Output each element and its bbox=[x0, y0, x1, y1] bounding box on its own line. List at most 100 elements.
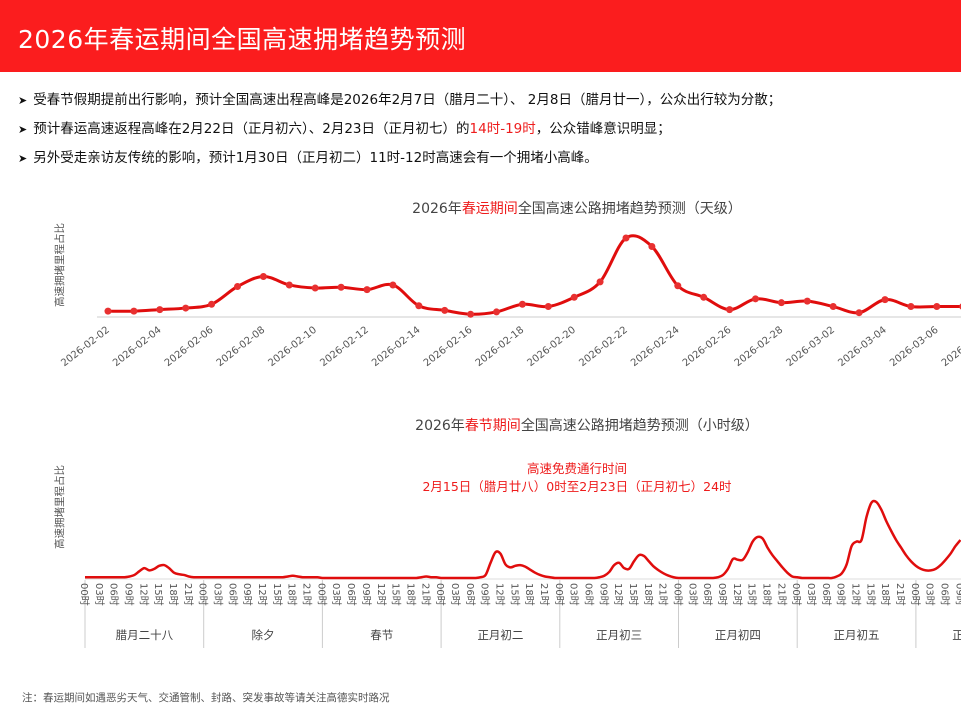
daily-series-line bbox=[107, 234, 961, 316]
daily-data-point bbox=[674, 282, 682, 290]
daily-data-point bbox=[700, 293, 708, 301]
hour-tick-label: 12时 bbox=[612, 583, 624, 606]
bullet-item: ➤ 另外受走亲访友传统的影响，预计1月30日（正月初二）11时-12时高速会有一个… bbox=[18, 144, 781, 173]
daily-data-point bbox=[622, 234, 630, 242]
daily-x-tick-label: 2026-02-10 bbox=[266, 325, 319, 369]
day-label: 除夕 bbox=[252, 628, 275, 642]
daily-x-tick-label: 2026-03-04 bbox=[836, 325, 889, 369]
daily-data-point bbox=[389, 281, 397, 289]
daily-data-point bbox=[415, 302, 423, 310]
hour-tick-label: 18时 bbox=[404, 583, 416, 606]
daily-data-point bbox=[493, 308, 500, 316]
daily-x-tick-label: 2026-02-08 bbox=[215, 325, 268, 369]
hour-tick-label: 21时 bbox=[301, 583, 313, 606]
arrow-right-icon: ➤ bbox=[18, 152, 28, 165]
daily-x-tick-label: 2026-02-14 bbox=[370, 325, 423, 369]
hour-tick-label: 03时 bbox=[330, 583, 342, 606]
daily-x-tick-label: 2026-02-16 bbox=[422, 325, 475, 369]
hour-tick-label: 03时 bbox=[449, 583, 461, 606]
bullet-text: 预计春运高速返程高峰在2月22日（正月初六）、2月23日（正月初七）的 bbox=[33, 121, 470, 137]
daily-data-point bbox=[259, 273, 267, 280]
hour-tick-label: 15时 bbox=[152, 583, 164, 606]
hour-tick-label: 03时 bbox=[805, 583, 817, 606]
daily-data-point bbox=[726, 306, 734, 314]
daily-data-point bbox=[467, 310, 475, 318]
daily-data-point bbox=[337, 283, 345, 291]
daily-data-point bbox=[104, 307, 112, 315]
daily-data-point bbox=[855, 309, 863, 317]
hour-tick-label: 00时 bbox=[672, 583, 684, 606]
hour-tick-label: 03时 bbox=[686, 583, 698, 606]
bullet-text: 受春节假期提前出行影响，预计全国高速出程高峰是2026年2月7日（腊月二十）、 … bbox=[33, 92, 782, 108]
hour-tick-label: 06时 bbox=[108, 583, 120, 606]
free-toll-annotation-period: 2月15日（腊月廿八）0时至2月23日（正月初七）24时 bbox=[422, 479, 732, 494]
hour-tick-label: 00时 bbox=[909, 583, 921, 606]
daily-x-tick-label: 2026-02-06 bbox=[163, 325, 216, 369]
daily-data-point bbox=[182, 304, 190, 312]
footer-note: 注：春运期间如遇恶劣天气、交通管制、封路、突发事故等请关注高德实时路况 bbox=[22, 692, 390, 704]
hour-tick-label: 00时 bbox=[315, 583, 327, 606]
hour-tick-label: 15时 bbox=[746, 583, 758, 606]
daily-data-point bbox=[829, 303, 837, 311]
daily-data-point bbox=[648, 242, 656, 250]
hour-tick-label: 18时 bbox=[286, 583, 298, 606]
hour-tick-label: 00时 bbox=[434, 583, 446, 606]
daily-data-point bbox=[208, 300, 216, 308]
daily-x-tick-label: 2026-02-18 bbox=[474, 325, 527, 369]
hour-tick-label: 09时 bbox=[479, 583, 491, 606]
hourly-y-axis-label: 高速拥堵里程占比 bbox=[53, 465, 66, 549]
hour-tick-label: 18时 bbox=[167, 583, 179, 606]
hour-tick-label: 09时 bbox=[597, 583, 609, 606]
daily-data-point bbox=[777, 299, 785, 307]
header-bar: 2026年春运期间全国高速拥堵趋势预测 bbox=[0, 0, 961, 72]
daily-data-point bbox=[156, 306, 164, 314]
daily-chart: 2026年春运期间全国高速公路拥堵趋势预测（天级） 高速拥堵里程占比 2026-… bbox=[53, 200, 961, 369]
hour-tick-label: 09时 bbox=[953, 583, 961, 606]
daily-y-axis-label: 高速拥堵里程占比 bbox=[53, 223, 66, 307]
hour-tick-label: 09时 bbox=[123, 583, 135, 606]
daily-x-tick-label: 2026-02-20 bbox=[525, 325, 578, 369]
daily-x-tick-label: 2026-02-22 bbox=[577, 325, 630, 369]
hour-tick-label: 21时 bbox=[538, 583, 550, 606]
day-label: 正月初五 bbox=[834, 628, 880, 642]
hour-tick-label: 09时 bbox=[716, 583, 728, 606]
hour-tick-label: 12时 bbox=[137, 583, 149, 606]
hour-tick-label: 03时 bbox=[93, 583, 105, 606]
daily-data-point bbox=[130, 307, 138, 315]
hour-tick-label: 15时 bbox=[864, 583, 876, 606]
hour-tick-label: 12时 bbox=[493, 583, 505, 606]
daily-data-point bbox=[881, 296, 889, 304]
daily-data-point bbox=[752, 295, 759, 303]
daily-x-tick-label: 2026-02-04 bbox=[111, 325, 164, 369]
day-label: 腊月二十八 bbox=[116, 628, 174, 642]
summary-bullets: ➤ 受春节假期提前出行影响，预计全国高速出程高峰是2026年2月7日（腊月二十）、… bbox=[18, 86, 781, 173]
arrow-right-icon: ➤ bbox=[18, 123, 28, 136]
hour-tick-label: 06时 bbox=[939, 583, 951, 606]
hour-tick-label: 00时 bbox=[790, 583, 802, 606]
hour-tick-label: 18时 bbox=[879, 583, 891, 606]
bullet-item: ➤ 预计春运高速返程高峰在2月22日（正月初六）、2月23日（正月初七）的14时-… bbox=[18, 115, 781, 144]
daily-data-point bbox=[363, 286, 371, 294]
hour-tick-label: 03时 bbox=[212, 583, 224, 606]
hour-tick-label: 06时 bbox=[345, 583, 357, 606]
hour-tick-label: 21时 bbox=[657, 583, 669, 606]
hour-tick-label: 21时 bbox=[182, 583, 194, 606]
bullet-highlight: 14时-19时 bbox=[469, 121, 536, 137]
bullet-text: ，公众错峰意识明显； bbox=[535, 121, 671, 137]
hour-tick-label: 12时 bbox=[731, 583, 743, 606]
daily-data-point bbox=[803, 297, 811, 305]
hour-tick-label: 00时 bbox=[197, 583, 209, 606]
day-label: 正月初四 bbox=[715, 628, 761, 642]
daily-x-tick-label: 2026-03-02 bbox=[784, 325, 837, 369]
hour-tick-label: 15时 bbox=[390, 583, 402, 606]
hour-tick-label: 03时 bbox=[568, 583, 580, 606]
hour-tick-label: 06时 bbox=[582, 583, 594, 606]
daily-x-tick-label: 2026-02-12 bbox=[318, 325, 371, 369]
bullet-text: 另外受走亲访友传统的影响，预计1月30日（正月初二）11时-12时高速会有一个拥… bbox=[33, 150, 598, 166]
daily-x-tick-label: 2026-02-24 bbox=[629, 325, 682, 369]
hour-tick-label: 21时 bbox=[775, 583, 787, 606]
hour-tick-label: 12时 bbox=[375, 583, 387, 606]
hour-tick-label: 06时 bbox=[464, 583, 476, 606]
daily-data-point bbox=[311, 284, 319, 292]
day-label: 春节 bbox=[370, 628, 393, 642]
